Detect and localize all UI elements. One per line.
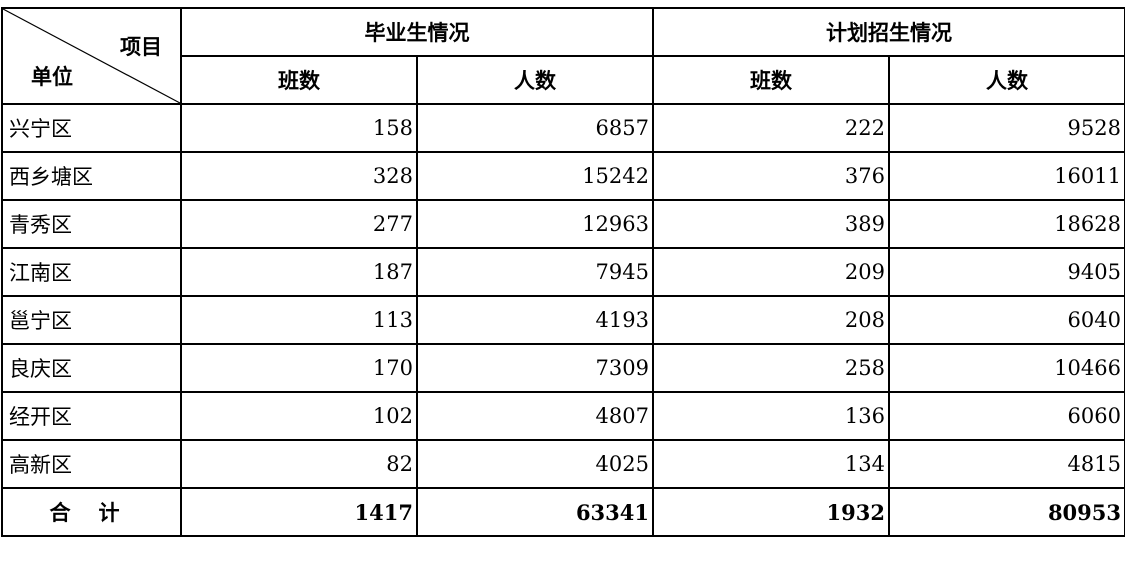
data-cell: 208 xyxy=(652,295,890,345)
district-name: 良庆区 xyxy=(1,343,182,393)
table-row: 江南区 187 7945 209 9405 xyxy=(1,247,1125,297)
data-cell: 9405 xyxy=(888,247,1125,297)
data-cell: 258 xyxy=(652,343,890,393)
subheader-students: 人数 xyxy=(416,55,654,105)
data-cell: 4807 xyxy=(416,391,654,441)
data-cell: 16011 xyxy=(888,151,1125,201)
subheader-classes: 班数 xyxy=(180,55,418,105)
enrollment-table: 项目 单位 毕业生情况 计划招生情况 班数 人数 班数 人数 兴宁区 158 685… xyxy=(1,7,1125,537)
data-cell: 187 xyxy=(180,247,418,297)
table-row: 西乡塘区 328 15242 376 16011 xyxy=(1,151,1125,201)
data-cell: 82 xyxy=(180,439,418,489)
table-row: 经开区 102 4807 136 6060 xyxy=(1,391,1125,441)
total-cell: 63341 xyxy=(416,487,654,537)
district-name: 江南区 xyxy=(1,247,182,297)
total-label: 合计 xyxy=(1,487,182,537)
data-cell: 134 xyxy=(652,439,890,489)
data-cell: 113 xyxy=(180,295,418,345)
header-row-subcolumns: 班数 人数 班数 人数 xyxy=(2,55,1125,105)
data-cell: 7945 xyxy=(416,247,654,297)
table-row: 青秀区 277 12963 389 18628 xyxy=(1,199,1125,249)
data-cell: 4815 xyxy=(888,439,1125,489)
total-cell: 80953 xyxy=(888,487,1125,537)
data-cell: 158 xyxy=(180,103,418,153)
table-row: 兴宁区 158 6857 222 9528 xyxy=(1,103,1125,153)
data-cell: 4025 xyxy=(416,439,654,489)
data-cell: 4193 xyxy=(416,295,654,345)
data-cell: 6060 xyxy=(888,391,1125,441)
district-name: 经开区 xyxy=(1,391,182,441)
data-cell: 376 xyxy=(652,151,890,201)
district-name: 西乡塘区 xyxy=(1,151,182,201)
data-cell: 136 xyxy=(652,391,890,441)
district-name: 高新区 xyxy=(1,439,182,489)
group-header-graduates: 毕业生情况 xyxy=(180,7,654,57)
group-header-enrollment-plan: 计划招生情况 xyxy=(652,7,1125,57)
total-cell: 1932 xyxy=(652,487,890,537)
district-name: 兴宁区 xyxy=(1,103,182,153)
data-cell: 12963 xyxy=(416,199,654,249)
data-cell: 6857 xyxy=(416,103,654,153)
header-row-groups: 项目 单位 毕业生情况 计划招生情况 xyxy=(1,7,1125,105)
data-cell: 6040 xyxy=(888,295,1125,345)
table-row: 良庆区 170 7309 258 10466 xyxy=(1,343,1125,393)
subheader-students: 人数 xyxy=(888,55,1125,105)
corner-item-label: 项目 xyxy=(120,35,162,59)
data-cell: 328 xyxy=(180,151,418,201)
total-row: 合计 1417 63341 1932 80953 xyxy=(1,487,1125,537)
data-cell: 389 xyxy=(652,199,890,249)
data-cell: 170 xyxy=(180,343,418,393)
data-cell: 209 xyxy=(652,247,890,297)
data-cell: 222 xyxy=(652,103,890,153)
corner-header-cell: 项目 单位 xyxy=(1,7,182,105)
table-row: 邕宁区 113 4193 208 6040 xyxy=(1,295,1125,345)
diagonal-divider xyxy=(3,9,180,103)
district-name: 青秀区 xyxy=(1,199,182,249)
data-cell: 277 xyxy=(180,199,418,249)
total-cell: 1417 xyxy=(180,487,418,537)
table-row: 高新区 82 4025 134 4815 xyxy=(1,439,1125,489)
data-cell: 15242 xyxy=(416,151,654,201)
corner-unit-label: 单位 xyxy=(31,65,73,89)
data-cell: 7309 xyxy=(416,343,654,393)
data-cell: 102 xyxy=(180,391,418,441)
data-cell: 10466 xyxy=(888,343,1125,393)
data-cell: 9528 xyxy=(888,103,1125,153)
subheader-classes: 班数 xyxy=(652,55,890,105)
district-name: 邕宁区 xyxy=(1,295,182,345)
data-cell: 18628 xyxy=(888,199,1125,249)
